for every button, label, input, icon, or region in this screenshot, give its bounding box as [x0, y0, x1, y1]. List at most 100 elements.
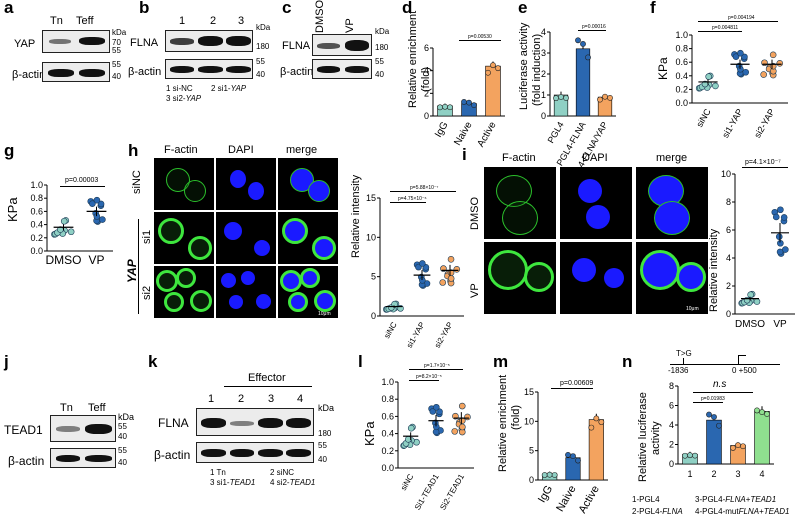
- row-label: β-actin: [8, 454, 45, 468]
- legend-text: 1-PGL4: [632, 495, 660, 504]
- panel-letter-m: m: [493, 352, 509, 371]
- data-point: [67, 228, 75, 236]
- y-tick-label: 2: [726, 281, 731, 291]
- row-label: β-actin: [280, 66, 314, 78]
- data-point: [495, 65, 501, 72]
- significance-line: [390, 202, 426, 203]
- y-tick-label: 0: [371, 311, 376, 321]
- data-point: [692, 452, 698, 459]
- micrograph-dapi-si2: [216, 266, 276, 318]
- data-point: [99, 216, 106, 223]
- significance-line: [60, 186, 105, 187]
- micrograph-dapi-sinc: [216, 158, 276, 210]
- p-value: p=4.75×10⁻⁶: [398, 196, 427, 202]
- significance-line: [742, 167, 788, 168]
- micrograph-factin-si1: [154, 212, 214, 264]
- data-point: [570, 453, 576, 460]
- legend-text: 2 si1-YAP: [211, 84, 247, 93]
- marker: 40: [318, 455, 327, 464]
- effector-bracket: [224, 386, 312, 387]
- column-label: F-actin: [502, 152, 536, 164]
- x-tick-label: siNC: [399, 472, 416, 492]
- panel-letter-a: a: [4, 0, 14, 17]
- x-tick-label: siNC: [694, 107, 713, 129]
- y-tick-label: 2: [541, 69, 546, 79]
- panel-letter-l: l: [358, 352, 363, 371]
- x-tick-label: Si1-TEAD1: [413, 472, 441, 512]
- marker: 40: [118, 432, 127, 441]
- row-label: β-actin: [128, 66, 162, 78]
- micrograph-factin-dmso: [484, 167, 556, 239]
- data-point: [575, 37, 581, 44]
- lane-label: 1: [208, 393, 215, 405]
- x-tick-label: siNC: [382, 320, 399, 340]
- data-point: [687, 452, 693, 459]
- marker: 55: [256, 57, 265, 66]
- significance-line: [409, 369, 463, 370]
- y-tick-label: 15: [366, 193, 376, 203]
- data-point: [761, 59, 768, 67]
- marker: 40: [256, 70, 265, 79]
- group-bracket: [138, 219, 139, 314]
- significance-line: [551, 388, 593, 389]
- mutation-label: T>G: [676, 349, 692, 358]
- column-label: merge: [286, 144, 318, 156]
- data-point: [716, 422, 722, 429]
- data-point: [772, 213, 780, 221]
- lane-label: 2: [210, 15, 217, 27]
- y-tick-label: 4: [424, 66, 429, 76]
- y-tick-label: 0.2: [381, 446, 394, 456]
- marker: 180: [318, 429, 332, 438]
- marker: 180: [375, 43, 389, 52]
- y-tick-label: 0.6: [30, 206, 43, 216]
- data-point: [442, 103, 448, 110]
- data-point: [741, 53, 748, 61]
- p-value: p=0.00003: [65, 177, 99, 184]
- panel-letter-c: c: [282, 0, 292, 17]
- y-tick-label: 0.8: [381, 394, 394, 404]
- data-point: [447, 275, 455, 282]
- marker: 70: [112, 38, 121, 47]
- data-point: [451, 428, 459, 435]
- western-blot-flna: [165, 30, 253, 52]
- micrograph-dapi-si1: [216, 212, 276, 264]
- row-label: TEAD1: [4, 423, 43, 437]
- significance-line: [693, 392, 753, 393]
- promoter-tick: [683, 358, 684, 364]
- data-point: [580, 41, 586, 47]
- legend-text: 4-PGL4-mutFLNA+TEAD1: [695, 507, 790, 516]
- legend-text: 3-PGL4-FLNA+TEAD1: [695, 495, 777, 504]
- y-tick-label: 0.6: [381, 411, 394, 421]
- data-point: [407, 424, 415, 432]
- y-tick-label: 0.2: [675, 84, 688, 94]
- significance-line: [409, 380, 439, 381]
- x-tick-label: si2-YAP: [433, 321, 455, 350]
- data-point: [760, 71, 767, 78]
- data-point: [93, 196, 101, 204]
- lane-label: 4: [297, 393, 304, 405]
- data-point: [593, 415, 600, 422]
- data-point: [780, 214, 788, 221]
- kda-label: kDa: [375, 27, 390, 36]
- data-point: [558, 94, 564, 100]
- micrograph-merge-dmso: [636, 167, 708, 239]
- data-point: [453, 266, 461, 273]
- marker: 55: [112, 46, 121, 55]
- panel-letter-k: k: [148, 352, 158, 371]
- y-tick-label: 0.8: [675, 44, 688, 54]
- x-tick-label: Si2-TEAD1: [438, 472, 466, 512]
- data-point: [740, 443, 746, 450]
- y-tick-label: 1.0: [675, 30, 688, 40]
- column-label: DAPI: [582, 152, 608, 164]
- data-point: [759, 409, 765, 415]
- p-value: p=0.004811: [712, 25, 739, 31]
- panel-letter-j: j: [4, 352, 9, 371]
- p-value: p=4.1×10⁻⁷: [745, 159, 781, 166]
- y-tick-label: 2: [669, 440, 674, 450]
- data-point: [459, 423, 466, 431]
- x-tick-label: 3: [735, 469, 740, 479]
- x-tick-label: 2: [711, 469, 716, 479]
- y-tick-label: 1: [541, 90, 546, 100]
- marker: 180: [256, 42, 270, 51]
